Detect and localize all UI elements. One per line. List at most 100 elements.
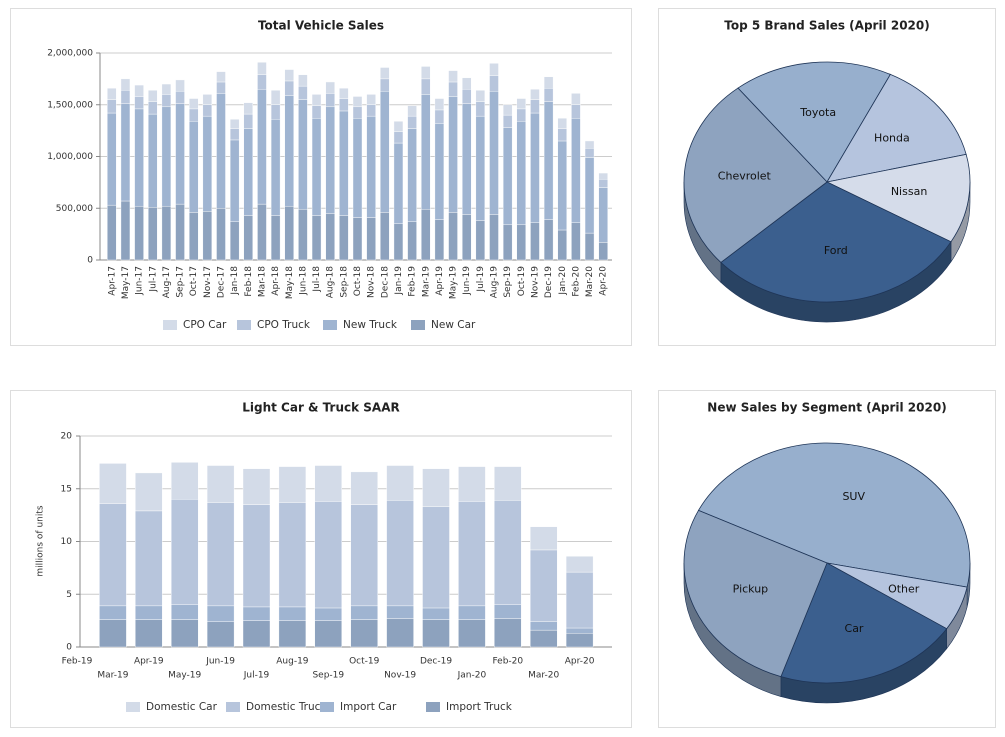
x-tick-label: Oct-17 [189,266,199,296]
bar-segment [489,63,499,76]
slice [697,442,971,588]
bar-segment [386,465,414,501]
bar-segment [494,500,522,606]
bar-segment [188,98,199,110]
bar-segment [530,549,558,622]
bar-segment [565,627,594,634]
bar-segment [407,128,417,222]
bar-segment [422,506,450,609]
bar-segment [216,93,226,209]
x-tick-label: Feb-20 [571,266,581,297]
bar-segment [134,205,144,261]
bar-segment [161,205,172,261]
x-tick-label: May-19 [168,671,201,681]
bar-segment [270,90,281,105]
slice-label: Nissan [891,185,927,198]
x-tick-label: Oct-18 [353,266,363,297]
bar-segment [494,604,522,619]
bar-segment [229,128,240,141]
legend-swatch [226,702,240,712]
x-tick-label: Apr-18 [271,266,281,296]
bar-segment [99,503,127,607]
bar-segment [352,118,363,218]
x-tick-label: Sep-18 [339,266,349,298]
bar-segment [352,96,363,108]
bar-segment [134,108,144,207]
bar-segment [462,89,472,104]
bar-segment [422,468,450,507]
bar-segment [516,108,526,122]
x-tick-label: Sep-19 [312,671,344,681]
bar-segment [598,242,608,261]
x-tick-label: Apr-19 [134,657,164,667]
x-tick-label: Nov-19 [530,266,540,298]
slice-label: Car [845,622,864,635]
y-tick-label: 0 [87,256,93,266]
bar-segment [134,96,144,110]
bar-segment [148,207,158,261]
slice [737,61,891,183]
bar-segment [421,209,431,261]
x-tick-label: Oct-19 [349,657,380,667]
chart-title: New Sales by Segment (April 2020) [707,401,946,415]
bar-segment [530,222,540,261]
bar-segment [243,128,254,216]
x-tick-label: Apr-20 [565,657,595,667]
bar-segment [502,127,513,226]
bar-segment [584,157,595,234]
y-tick-label: 5 [66,590,72,600]
bar-segment [393,131,404,144]
bar-segment [393,121,404,132]
bar-segment [216,208,226,261]
y-tick-label: 20 [61,432,73,442]
bar-segment [257,89,267,205]
legend-label: CPO Car [183,319,227,331]
bar-segment [278,502,307,608]
bar-segment [422,619,450,648]
bar-segment [350,605,378,620]
y-tick-label: 1,000,000 [47,152,93,162]
bar-segment [148,113,158,208]
x-tick-label: Apr-19 [435,266,445,296]
legend-swatch [411,320,425,330]
bar-segment [99,605,127,620]
bar-segment [380,67,390,80]
bar-segment [565,633,594,648]
bar-segment [206,621,235,648]
bar-segment [284,80,294,96]
legend-swatch [163,320,177,330]
bar-segment [557,118,567,129]
bar-segment [458,619,486,648]
bar-segment [366,115,376,218]
bar-segment [380,78,390,92]
bar-segment [516,224,526,261]
slice-label: SUV [842,490,865,503]
chart-title: Total Vehicle Sales [258,19,384,33]
bar-segment [242,504,271,608]
x-tick-label: Jun-19 [205,657,235,667]
y-axis-label: millions of units [36,505,46,577]
bar-segment [516,98,526,110]
bar-segment [475,101,486,117]
bar-segment [380,212,390,261]
bar-segment [489,91,499,215]
bar-segment [298,209,308,261]
bar-segment [284,95,294,207]
bar-segment [339,215,349,261]
slice-label: Ford [824,244,848,257]
bar-segment [421,94,431,210]
bar-segment [242,620,271,648]
bar-segment [530,526,558,551]
bar-segment [393,223,404,261]
x-tick-label: Sep-19 [503,266,513,298]
y-tick-label: 10 [61,537,73,547]
bar-segment [571,93,581,105]
bar-segment [229,221,240,261]
x-tick-label: Jun-17 [135,266,145,296]
x-tick-label: Mar-20 [528,671,559,681]
bar-segment [386,500,414,607]
x-tick-label: Mar-19 [421,266,431,297]
bar-segment [107,112,117,206]
bar-segment [202,115,213,212]
bar-segment [352,217,363,261]
